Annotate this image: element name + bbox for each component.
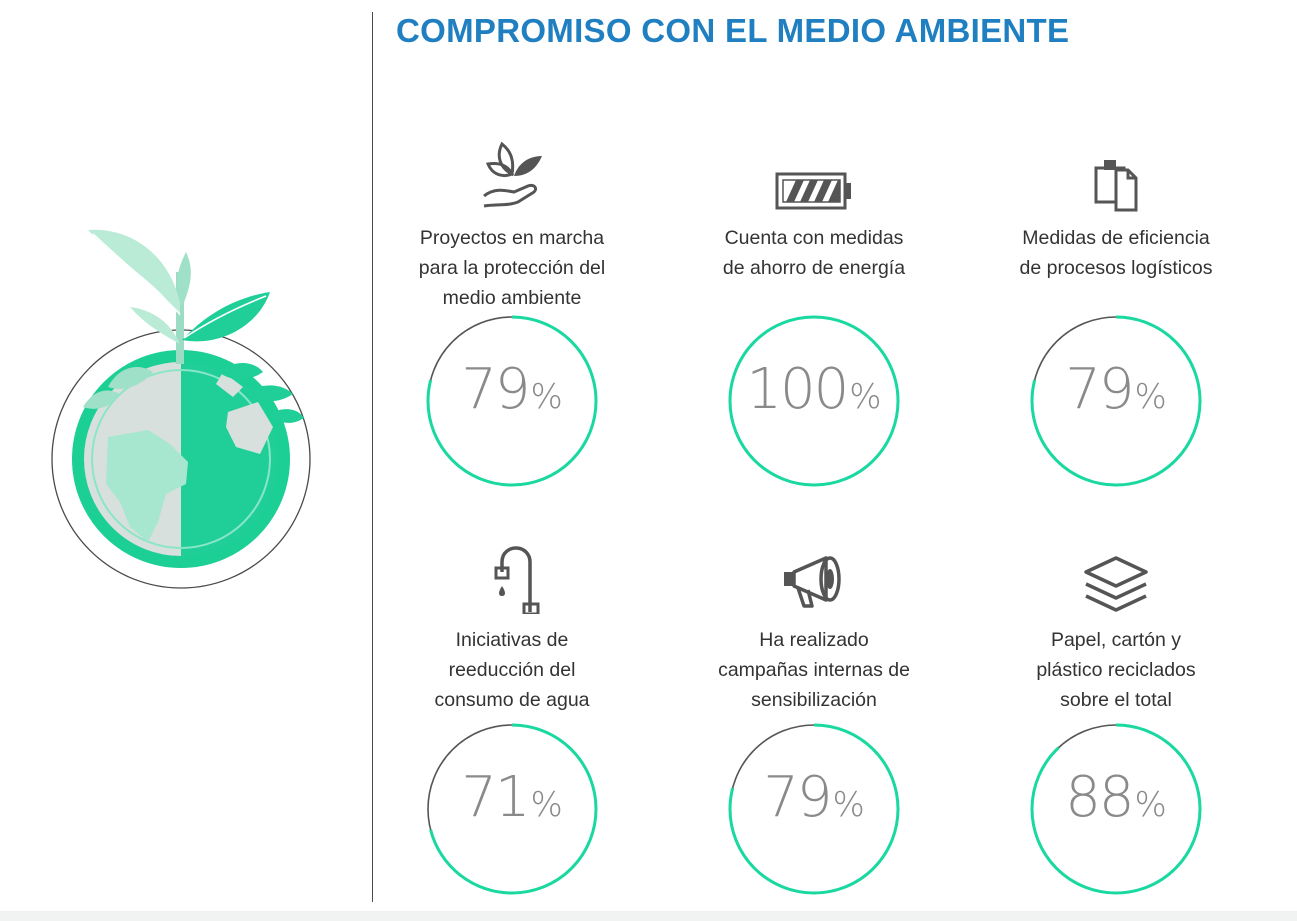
metric-label-4: Iniciativas de reeducción del consumo de… — [362, 625, 662, 715]
donut-value-4: 71% — [425, 770, 599, 826]
value-number: 79 — [461, 357, 530, 422]
metric-label-line: Proyectos en marcha — [419, 227, 605, 249]
metric-label-line: sensibilización — [751, 689, 877, 711]
donut-value-arc — [1030, 315, 1202, 487]
metric-label-line: Cuenta con medidas — [724, 227, 904, 249]
metric-label-5: Ha realizado campañas internas de sensib… — [664, 625, 964, 715]
page-title: COMPROMISO CON EL MEDIO AMBIENTE — [396, 12, 1070, 49]
metric-label-line: de procesos logísticos — [1019, 257, 1213, 279]
metric-label-line: Papel, cartón y — [1050, 629, 1182, 651]
metric-label-line: reeducción del — [448, 659, 576, 681]
clipboard-copy-icon — [1076, 134, 1156, 214]
metric-label-line: Iniciativas de — [455, 629, 569, 651]
donut-value-arc — [728, 315, 900, 487]
donut-ring-1: 79% — [425, 314, 599, 488]
metric-label-2: Cuenta con medidas de ahorro de energía — [664, 223, 964, 283]
value-number: 100 — [746, 357, 849, 422]
donut-ring-4: 71% — [425, 722, 599, 896]
metric-label-line: medio ambiente — [442, 287, 582, 309]
earth-plant-icon — [51, 229, 311, 589]
metric-label-line: de ahorro de energía — [722, 257, 906, 279]
metric-label-line: Ha realizado — [759, 629, 869, 651]
metric-label-line: consumo de agua — [434, 689, 590, 711]
metric-label-1: Proyectos en marcha para la protección d… — [362, 223, 662, 313]
metric-label-3: Medidas de eficiencia de procesos logíst… — [966, 223, 1266, 283]
donut-value-arc — [1030, 723, 1202, 895]
donut-value-arc — [728, 723, 900, 895]
megaphone-icon — [774, 534, 854, 614]
donut-value-5: 79% — [727, 770, 901, 826]
earth-plant-illustration — [48, 222, 318, 592]
percent-sign: % — [832, 785, 865, 825]
metric-label-line: sobre el total — [1060, 689, 1172, 711]
metric-label-line: plástico reciclados — [1036, 659, 1196, 681]
water-tap-icon — [472, 534, 552, 614]
percent-sign: % — [849, 377, 882, 417]
donut-value-2: 100% — [727, 362, 901, 418]
vertical-divider — [372, 12, 373, 902]
donut-ring-5: 79% — [727, 722, 901, 896]
donut-value-1: 79% — [425, 362, 599, 418]
plant-in-hand-icon — [472, 134, 552, 214]
metric-label-6: Papel, cartón y plástico reciclados sobr… — [966, 625, 1266, 715]
percent-sign: % — [530, 377, 563, 417]
value-number: 79 — [1065, 357, 1134, 422]
donut-ring-6: 88% — [1029, 722, 1203, 896]
donut-value-arc — [426, 315, 598, 487]
value-number: 71 — [461, 765, 530, 830]
donut-value-arc — [426, 723, 598, 895]
metric-label-line: para la protección del — [418, 257, 606, 279]
metric-label-line: Medidas de eficiencia — [1022, 227, 1210, 249]
value-number: 79 — [763, 765, 832, 830]
value-number: 88 — [1065, 765, 1134, 830]
stacked-layers-icon — [1076, 534, 1156, 614]
percent-sign: % — [1134, 785, 1167, 825]
percent-sign: % — [1134, 377, 1167, 417]
footer-band — [0, 911, 1297, 921]
donut-ring-2: 100% — [727, 314, 901, 488]
metric-label-line: campañas internas de — [718, 659, 910, 681]
percent-sign: % — [530, 785, 563, 825]
donut-value-3: 79% — [1029, 362, 1203, 418]
donut-ring-3: 79% — [1029, 314, 1203, 488]
donut-value-6: 88% — [1029, 770, 1203, 826]
battery-icon — [774, 134, 854, 214]
